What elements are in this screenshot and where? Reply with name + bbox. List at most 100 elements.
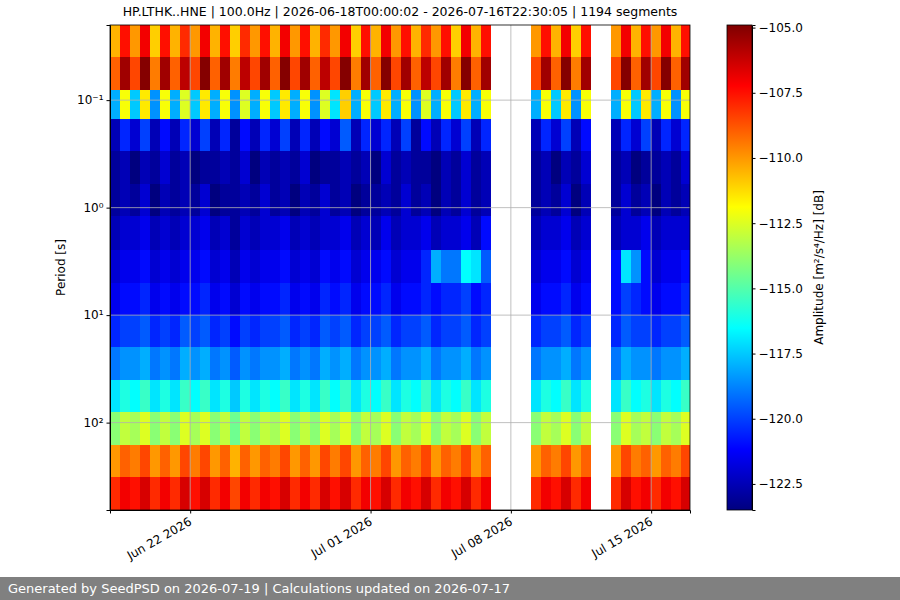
cell	[340, 119, 350, 152]
cell	[531, 57, 541, 90]
cell	[320, 380, 330, 413]
cell	[451, 57, 461, 90]
colorbar-tick-mark	[752, 93, 756, 94]
cell	[411, 184, 421, 217]
cell	[651, 412, 661, 445]
cell	[200, 216, 210, 251]
cell	[140, 283, 150, 316]
cell	[130, 380, 140, 413]
cell	[270, 283, 280, 316]
cell	[681, 57, 690, 90]
cell	[471, 57, 481, 90]
cell	[471, 90, 481, 120]
cell	[451, 25, 461, 58]
cell	[340, 380, 350, 413]
cell	[260, 25, 270, 58]
cell	[351, 380, 361, 413]
x-tick-mark	[190, 510, 191, 514]
cell	[180, 380, 190, 413]
cell	[120, 57, 130, 90]
cell	[160, 347, 170, 380]
cell	[611, 184, 621, 217]
cell	[330, 90, 340, 120]
cell	[561, 151, 571, 184]
cell	[551, 151, 561, 184]
cell	[581, 347, 591, 380]
cell	[611, 216, 621, 251]
cell	[431, 380, 441, 413]
cell	[310, 184, 320, 217]
colorbar-tick-mark	[752, 354, 756, 355]
cell	[310, 380, 320, 413]
cell	[401, 119, 411, 152]
cell	[150, 283, 160, 316]
cell	[351, 412, 361, 445]
cell	[571, 57, 581, 90]
cell	[260, 412, 270, 445]
cell	[381, 315, 391, 348]
cell	[120, 380, 130, 413]
cell	[210, 380, 220, 413]
cell	[220, 445, 230, 478]
cell	[551, 57, 561, 90]
cell	[300, 477, 310, 510]
cell	[531, 90, 541, 120]
cell	[220, 347, 230, 380]
cell	[541, 315, 551, 348]
cell	[200, 315, 210, 348]
x-tick-mark	[371, 510, 372, 514]
cell	[561, 283, 571, 316]
colorbar-tick: −120.0	[752, 412, 803, 426]
cell	[160, 119, 170, 152]
cell	[441, 119, 451, 152]
cell	[110, 90, 120, 120]
y-tick-mark	[107, 100, 111, 101]
cell	[661, 57, 671, 90]
cell	[310, 445, 320, 478]
cell	[391, 216, 401, 251]
cell	[471, 25, 481, 58]
cell	[200, 90, 210, 120]
cell	[641, 250, 651, 283]
cell	[381, 90, 391, 120]
cell	[571, 90, 581, 120]
cell	[391, 57, 401, 90]
cell	[180, 57, 190, 90]
cell	[130, 57, 140, 90]
cell	[300, 184, 310, 217]
cell	[290, 250, 300, 283]
y-tick: 10⁰	[83, 201, 110, 215]
cell	[441, 90, 451, 120]
cell	[671, 477, 681, 510]
cell	[351, 151, 361, 184]
cell	[671, 347, 681, 380]
cell	[310, 347, 320, 380]
cell	[641, 184, 651, 217]
cell	[641, 380, 651, 413]
cell	[571, 380, 581, 413]
cell	[581, 250, 591, 283]
cell	[280, 445, 290, 478]
cell	[190, 315, 200, 348]
cell	[120, 25, 130, 58]
cell	[200, 119, 210, 152]
cell	[381, 216, 391, 251]
cell	[351, 445, 361, 478]
cell	[120, 151, 130, 184]
cell	[351, 315, 361, 348]
cell	[240, 184, 250, 217]
cell	[170, 57, 180, 90]
cell	[391, 184, 401, 217]
cell	[120, 250, 130, 283]
cell	[391, 347, 401, 380]
cell	[581, 412, 591, 445]
cell	[461, 151, 471, 184]
cell	[280, 57, 290, 90]
cell	[280, 412, 290, 445]
cell	[260, 283, 270, 316]
cell	[371, 477, 381, 510]
cell	[330, 57, 340, 90]
cell	[150, 380, 160, 413]
cell	[170, 216, 180, 251]
cell	[200, 477, 210, 510]
